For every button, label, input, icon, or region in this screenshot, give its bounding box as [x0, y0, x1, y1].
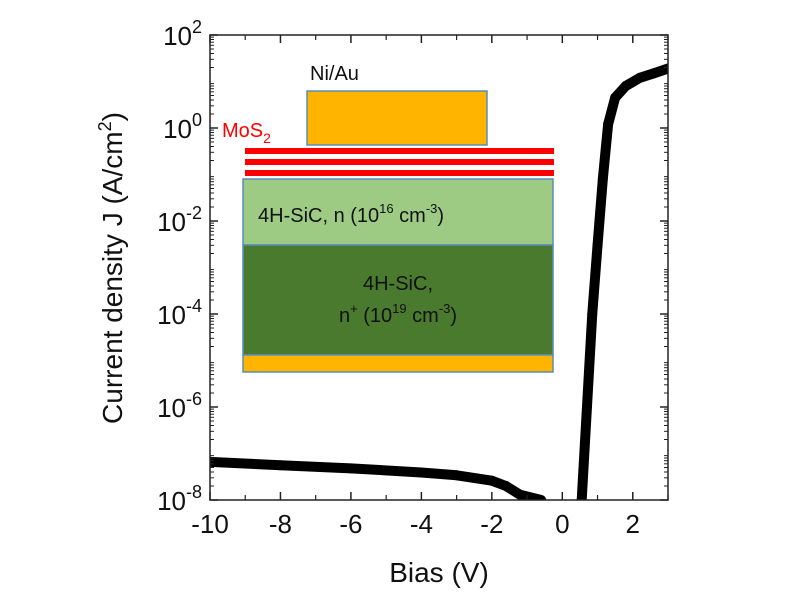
plot-frame: [209, 34, 669, 501]
x-tick-label: 2: [626, 509, 640, 539]
data-point: [581, 402, 592, 412]
data-point: [634, 72, 645, 83]
data-point: [603, 119, 614, 130]
nplus-layer-label-line1: 4H-SiC,: [363, 273, 433, 295]
ticks: -10 -8 -6 -4 -2 0 2 102 100 10-2 10-4 10-6 10-8: [157, 17, 669, 539]
y-tick-label: 10-2: [157, 203, 202, 237]
nplus-layer-label-line2: n+ (1019 cm-3): [339, 301, 457, 327]
back-contact: [242, 354, 554, 373]
data-point: [500, 481, 511, 492]
x-tick-label: -4: [410, 509, 433, 539]
y-tick-label: 10-4: [157, 296, 202, 330]
x-tick-label: -10: [191, 509, 229, 539]
ni-au-label: Ni/Au: [310, 63, 359, 85]
n-layer-label: 4H-SiC, n (1016 cm-3): [258, 201, 444, 227]
y-tick-label: 10-6: [157, 389, 202, 423]
data-point: [587, 309, 598, 319]
mos2-layer-2: [245, 159, 554, 165]
data-point: [416, 467, 427, 478]
x-tick-label: -8: [269, 509, 292, 539]
data-point: [610, 92, 621, 103]
data-point: [275, 460, 286, 471]
nplus-layer: [242, 244, 554, 356]
x-tick-label: -6: [339, 509, 362, 539]
y-axis-label: Current density J (A/cm2): [95, 112, 128, 424]
data-point: [648, 68, 659, 79]
data-point: [486, 475, 497, 486]
iv-curve: [576, 63, 668, 500]
data-point: [210, 456, 215, 467]
data-point: [663, 63, 668, 74]
y-tick-label: 102: [163, 17, 202, 51]
x-tick-label: -2: [480, 509, 503, 539]
device-schematic: Ni/Au MoS2 4H-SiC, n (1016 cm-3) 4H-SiC,…: [222, 63, 554, 373]
data-point: [592, 240, 603, 251]
data-point: [620, 81, 631, 92]
data-point: [597, 174, 608, 185]
series-layer: [210, 63, 668, 500]
data-point: [345, 463, 356, 474]
data-point: [536, 495, 547, 500]
x-axis-label: Bias (V): [389, 557, 489, 588]
mos2-label: MoS2: [222, 120, 271, 146]
ni-au-contact: [306, 90, 488, 146]
data-point: [515, 489, 526, 500]
n-layer: [242, 178, 554, 246]
data-point: [451, 470, 462, 481]
x-tick-label: 0: [555, 509, 569, 539]
y-tick-label: 10-8: [157, 482, 202, 516]
data-point: [576, 495, 587, 500]
y-tick-label: 100: [163, 110, 202, 144]
mos2-layer-3: [245, 170, 554, 176]
mos2-layer-1: [245, 148, 554, 154]
